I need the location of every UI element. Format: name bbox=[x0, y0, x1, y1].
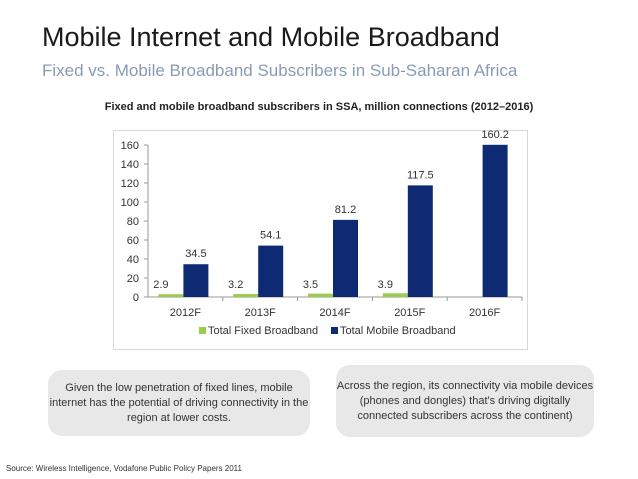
y-tick-label: 0 bbox=[133, 292, 139, 304]
data-label-fixed: 3.5 bbox=[303, 279, 318, 291]
y-tick-label: 100 bbox=[121, 197, 139, 209]
slide-title: Mobile Internet and Mobile Broadband bbox=[42, 22, 500, 52]
bar-mobile-2012F bbox=[183, 264, 209, 297]
callout-right-text: Across the region, its connectivity via … bbox=[336, 379, 594, 422]
legend-label-fixed: Total Fixed Broadband bbox=[208, 325, 318, 337]
bar-fixed-2015F bbox=[382, 293, 408, 297]
y-tick-label: 140 bbox=[121, 159, 139, 171]
legend-swatch-mobile bbox=[331, 327, 338, 334]
bar-fixed-2012F bbox=[158, 294, 184, 297]
data-label-mobile: 117.5 bbox=[407, 169, 434, 181]
bar-fixed-2014F bbox=[308, 293, 333, 297]
x-tick-label: 2012F bbox=[170, 307, 201, 319]
x-tick-label: 2014F bbox=[319, 307, 350, 319]
callout-mobile-connectivity: Across the region, its connectivity via … bbox=[336, 365, 594, 437]
bar-mobile-2014F bbox=[333, 219, 358, 297]
y-tick-label: 20 bbox=[127, 273, 139, 285]
data-label-mobile: 81.2 bbox=[335, 204, 356, 216]
slide-subtitle: Fixed vs. Mobile Broadband Subscribers i… bbox=[42, 61, 518, 80]
bar-fixed-2013F bbox=[233, 293, 259, 297]
x-tick-label: 2015F bbox=[394, 307, 425, 319]
data-label-fixed: 3.2 bbox=[228, 279, 243, 291]
bar-mobile-2013F bbox=[258, 245, 284, 297]
bar-mobile-2015F bbox=[407, 185, 433, 297]
legend-swatch-fixed bbox=[199, 327, 206, 334]
chart-title: Fixed and mobile broadband subscribers i… bbox=[104, 101, 534, 113]
data-label-mobile: 160.2 bbox=[481, 129, 509, 141]
y-tick-label: 40 bbox=[127, 254, 139, 266]
legend-label-mobile: Total Mobile Broadband bbox=[340, 325, 456, 337]
x-tick-label: 2016F bbox=[469, 307, 500, 319]
y-tick-label: 120 bbox=[121, 178, 139, 190]
data-label-fixed: 2.9 bbox=[153, 279, 168, 291]
y-tick-label: 80 bbox=[127, 216, 139, 228]
callout-fixed-lines: Given the low penetration of fixed lines… bbox=[48, 370, 310, 436]
source-note: Source: Wireless Intelligence, Vodafone … bbox=[6, 464, 242, 473]
data-label-mobile: 34.5 bbox=[185, 248, 206, 260]
chart-frame bbox=[113, 130, 528, 350]
y-tick-label: 160 bbox=[121, 140, 139, 152]
y-tick-label: 60 bbox=[127, 235, 139, 247]
x-tick-label: 2013F bbox=[245, 307, 276, 319]
data-label-mobile: 54.1 bbox=[260, 230, 281, 242]
data-label-fixed: 3.9 bbox=[378, 279, 393, 291]
bar-mobile-2016F bbox=[482, 144, 508, 297]
callout-left-text: Given the low penetration of fixed lines… bbox=[49, 381, 309, 424]
